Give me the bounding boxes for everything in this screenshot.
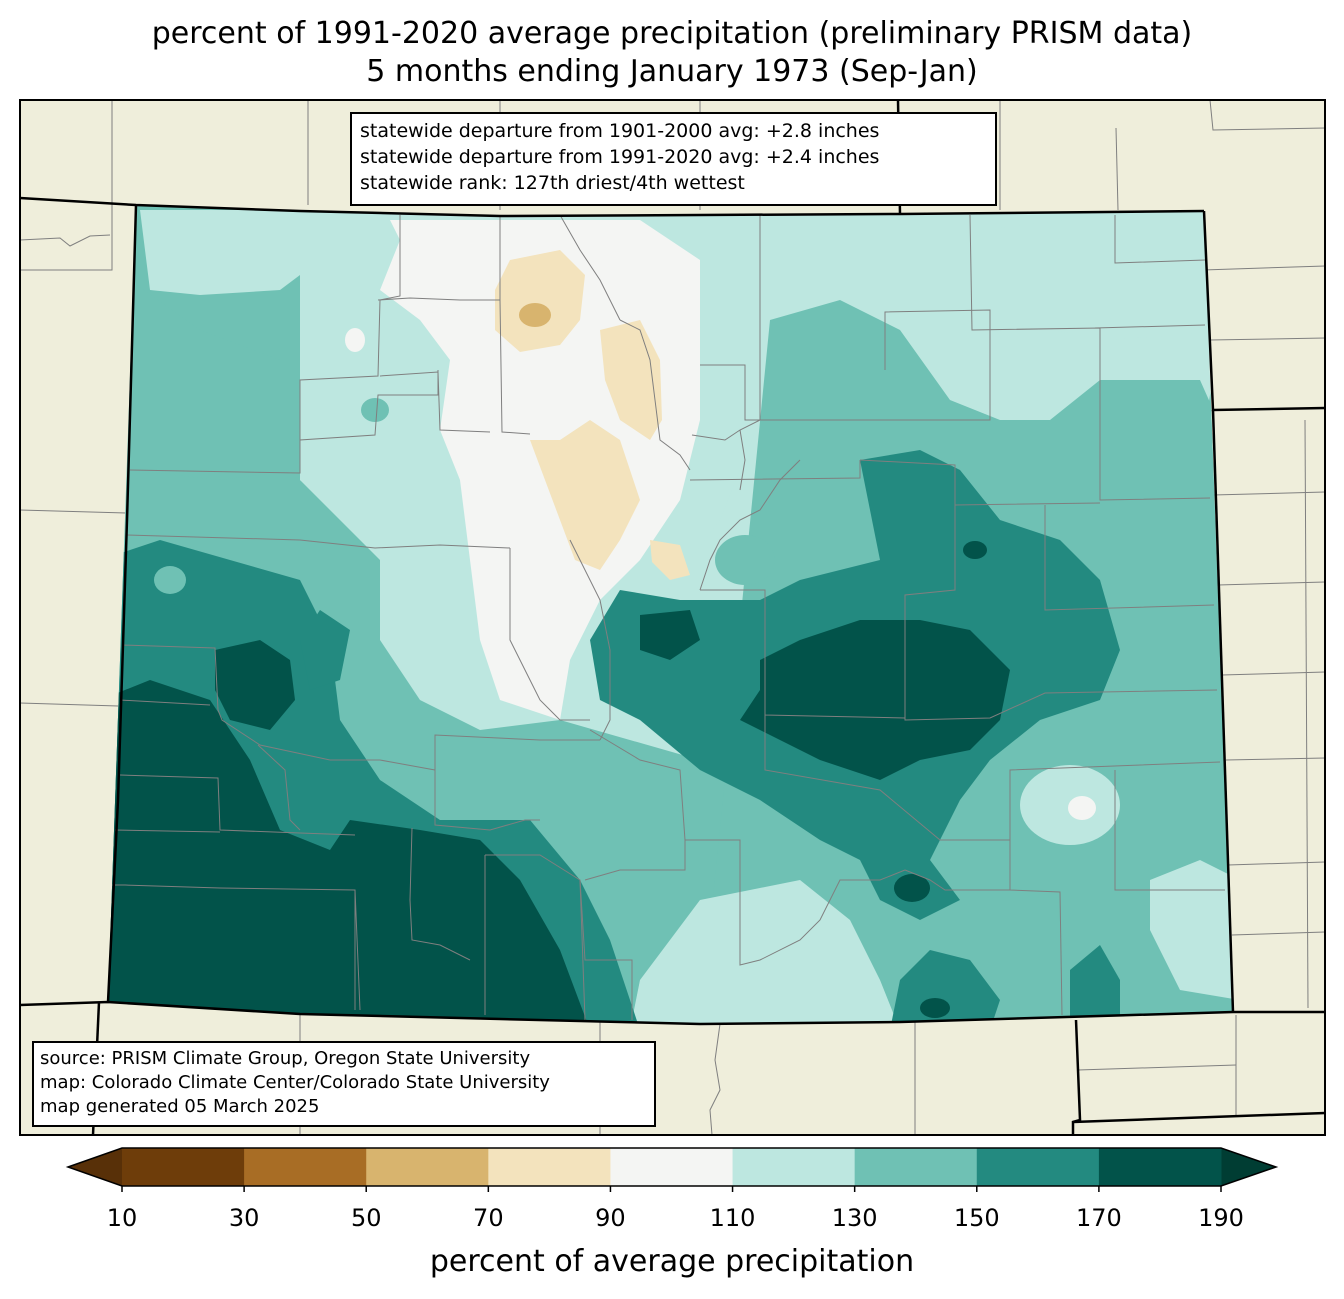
colorbar-bin-10-30 [122, 1148, 245, 1186]
statewide-stats-box: statewide departure from 1901-2000 avg: … [350, 112, 997, 206]
colorbar-label: percent of average precipitation [429, 1244, 915, 1279]
colorbar-bin-130-150 [854, 1148, 978, 1186]
colorbar-tick-label: 90 [595, 1204, 626, 1232]
colorbar-bin-170-190 [1098, 1148, 1222, 1186]
credits-map: map: Colorado Climate Center/Colorado St… [40, 1072, 550, 1093]
colorbar-tick-label: 170 [1075, 1204, 1122, 1232]
credits-box: source: PRISM Climate Group, Oregon Stat… [32, 1041, 656, 1127]
colorbar-bin-50-70 [366, 1148, 489, 1186]
colorbar-bin-30-50 [244, 1148, 367, 1186]
county-lines [110, 214, 1225, 1021]
credits-source: source: PRISM Climate Group, Oregon Stat… [40, 1048, 531, 1069]
colorbar-bin-150-170 [976, 1148, 1100, 1186]
colorbar-tick-label: 30 [228, 1204, 260, 1232]
colorbar-tick-label: 110 [709, 1204, 756, 1232]
colorbar-tick-label: 70 [473, 1204, 504, 1232]
precipitation-field [108, 205, 1233, 1024]
map-frame [19, 99, 1326, 1136]
colorbar-bin-70-90 [488, 1148, 611, 1186]
colorbar-under-arrow [68, 1148, 122, 1186]
colorbar-bin-110-130 [732, 1148, 856, 1186]
map-title-line1: percent of 1991-2020 average precipitati… [151, 16, 1193, 51]
colorbar-tick-label: 10 [106, 1204, 138, 1232]
stats-departure-1901: statewide departure from 1901-2000 avg: … [360, 120, 880, 142]
colorbar-tick-label: 130 [831, 1204, 878, 1232]
colorbar-tick-label: 150 [953, 1204, 1000, 1232]
colorbar-bin-90-110 [610, 1148, 734, 1186]
colorbar-over-arrow [1221, 1148, 1276, 1186]
colorbar-tick-label: 50 [350, 1204, 382, 1232]
stats-rank: statewide rank: 127th driest/4th wettest [360, 172, 745, 194]
map-title-line2: 5 months ending January 1973 (Sep-Jan) [366, 54, 978, 89]
credits-generated: map generated 05 March 2025 [40, 1096, 320, 1117]
colorbar-tick-label: 190 [1198, 1204, 1244, 1232]
colorbar [65, 1147, 1279, 1192]
stats-departure-1991: statewide departure from 1991-2020 avg: … [360, 146, 880, 168]
